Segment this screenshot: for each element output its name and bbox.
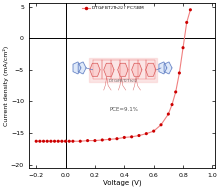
Point	[189, 8, 192, 11]
Point	[93, 139, 97, 142]
Point	[67, 140, 71, 143]
Polygon shape	[78, 62, 86, 74]
Polygon shape	[89, 58, 157, 82]
Y-axis label: Current density (mA/cm²): Current density (mA/cm²)	[4, 46, 10, 126]
Polygon shape	[159, 62, 167, 74]
Point	[167, 113, 170, 116]
Polygon shape	[118, 63, 128, 76]
Point	[130, 135, 133, 138]
Point	[159, 123, 163, 126]
Point	[64, 140, 67, 143]
Point	[56, 140, 60, 143]
Point	[137, 134, 141, 137]
Polygon shape	[132, 63, 142, 76]
Point	[86, 139, 89, 142]
Point	[49, 140, 53, 143]
Point	[53, 140, 56, 143]
Polygon shape	[146, 63, 156, 76]
Polygon shape	[90, 63, 100, 76]
Point	[174, 90, 177, 93]
Point	[71, 140, 75, 143]
Point	[46, 140, 49, 143]
Polygon shape	[73, 62, 81, 74]
Point	[115, 137, 119, 140]
Legend: DTG/FBT$_2$Th$_{2/2}$ / PC$_{71}$BM: DTG/FBT$_2$Th$_{2/2}$ / PC$_{71}$BM	[81, 4, 145, 12]
Point	[178, 71, 181, 74]
Text: DTG/FBT$_2$Th$_{2/2}$: DTG/FBT$_2$Th$_{2/2}$	[108, 77, 138, 85]
Point	[78, 140, 82, 143]
Point	[185, 21, 189, 24]
X-axis label: Voltage (V): Voltage (V)	[103, 179, 141, 186]
Point	[170, 103, 174, 106]
Point	[181, 46, 185, 49]
Point	[42, 140, 45, 143]
Point	[122, 136, 126, 139]
Point	[60, 140, 64, 143]
Point	[145, 132, 148, 135]
Point	[152, 130, 155, 133]
Point	[34, 140, 38, 143]
Text: PCE=9.1%: PCE=9.1%	[110, 107, 139, 112]
Point	[108, 138, 111, 141]
Polygon shape	[104, 63, 114, 76]
Point	[38, 140, 42, 143]
Polygon shape	[164, 62, 172, 74]
Point	[101, 139, 104, 142]
